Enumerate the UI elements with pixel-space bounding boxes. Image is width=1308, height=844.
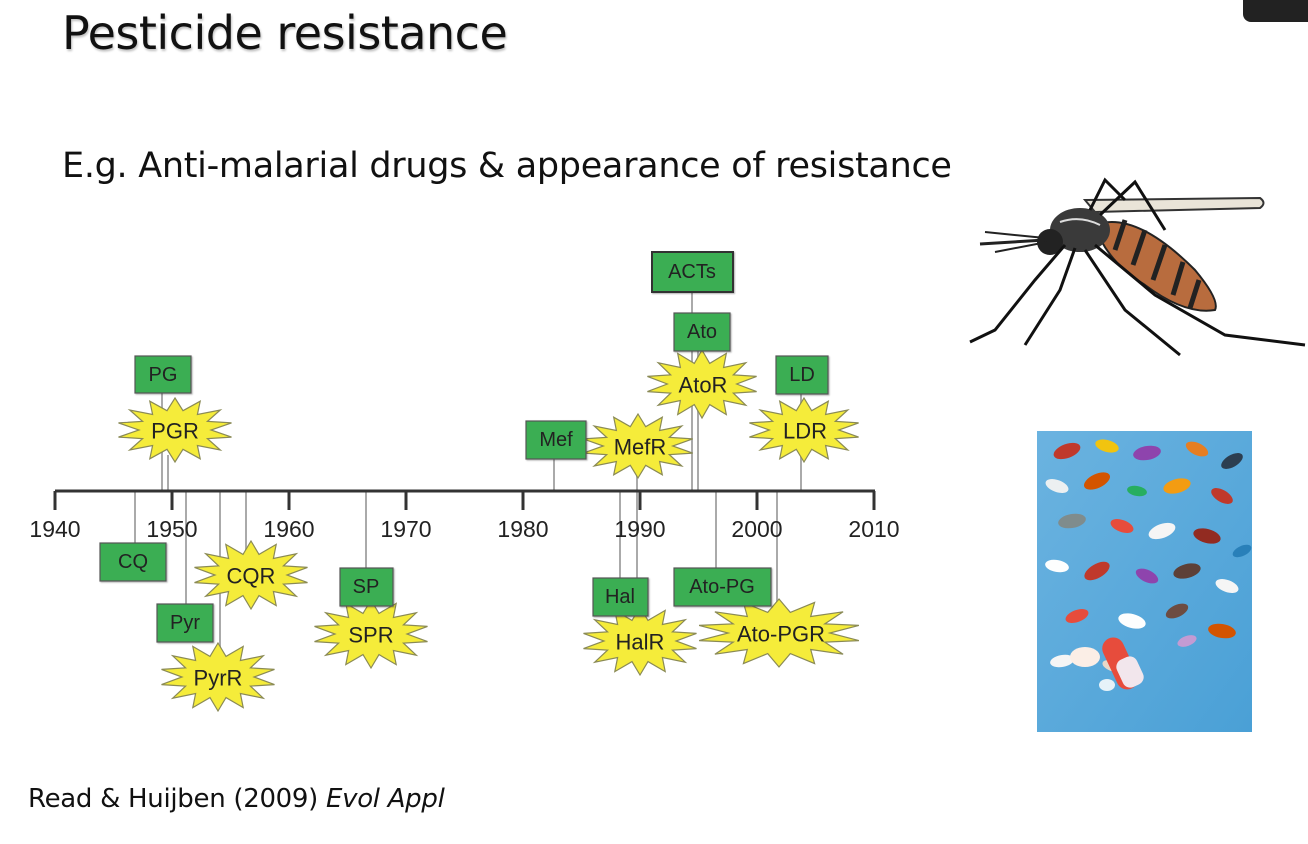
starburst-ato-pgr <box>698 598 860 668</box>
resistance-label-cqr: CQR <box>227 564 276 589</box>
resistance-label-ator: AtoR <box>679 373 728 398</box>
drug-label-mef: Mef <box>539 429 573 451</box>
drug-box-pg <box>134 355 192 394</box>
speaker-thumbnail <box>1243 0 1308 22</box>
starburst-halr <box>583 605 697 677</box>
resistance-label-mefr: MefR <box>614 435 667 460</box>
starburst-ator <box>647 348 757 420</box>
year-label: 1990 <box>614 516 665 542</box>
drug-box-sp <box>339 567 394 607</box>
citation-authors: Read & Huijben (2009) <box>28 784 326 814</box>
year-label: 1980 <box>497 516 548 542</box>
mosquito-wing <box>1082 196 1265 214</box>
resistance-label-ldr: LDR <box>783 419 827 444</box>
resistance-label-halr: HalR <box>616 630 665 655</box>
mosquito-thorax <box>1050 208 1110 252</box>
pills-photo <box>1037 431 1252 732</box>
drug-box-cq <box>99 542 167 582</box>
drug-label-ato-pg: Ato-PG <box>689 576 755 598</box>
drug-box-ato-pg <box>673 567 772 607</box>
resistance-timeline: 1940 1950 1960 1970 1980 1990 2000 2010 <box>29 251 900 713</box>
starburst-cqr <box>194 539 308 611</box>
resistance-starbursts <box>118 348 860 713</box>
mosquito-head <box>1037 229 1063 255</box>
mosquito-thorax-pattern <box>1059 218 1101 226</box>
year-label: 1950 <box>146 516 197 542</box>
starburst-mefr <box>583 412 693 480</box>
mosquito-antennae <box>984 231 1048 253</box>
mosquito-illustration <box>969 177 1306 357</box>
year-axis: 1940 1950 1960 1970 1980 1990 2000 2010 <box>29 489 900 542</box>
pills-group <box>1045 439 1252 691</box>
citation: Read & Huijben (2009) Evol Appl <box>28 784 445 814</box>
drug-label-acts: ACTs <box>668 261 716 283</box>
resistance-label-pyrr: PyrR <box>194 666 243 691</box>
year-label: 1960 <box>263 516 314 542</box>
drug-label-ato: Ato <box>687 321 717 343</box>
drug-box-hal <box>592 577 649 617</box>
starburst-pyrr <box>161 641 275 713</box>
year-label: 2000 <box>731 516 782 542</box>
slide-title: Pesticide resistance <box>62 6 508 60</box>
drug-box-mef <box>525 420 587 460</box>
mosquito-legs <box>969 177 1306 357</box>
starburst-spr <box>314 598 428 670</box>
drug-label-cq: CQ <box>118 551 148 573</box>
year-label: 1970 <box>380 516 431 542</box>
mosquito-abdomen-stripes <box>1112 219 1202 309</box>
drug-box-ato <box>673 312 731 352</box>
drug-label-ld: LD <box>789 364 815 386</box>
mosquito-proboscis <box>979 238 1046 246</box>
starburst-pgr <box>118 396 232 464</box>
drug-box-acts <box>651 251 734 293</box>
resistance-label-pgr: PGR <box>151 419 199 444</box>
starburst-ldr <box>749 396 859 464</box>
citation-journal: Evol Appl <box>325 784 445 814</box>
drug-label-pyr: Pyr <box>170 612 200 634</box>
slide-subtitle: E.g. Anti-malarial drugs & appearance of… <box>62 146 952 186</box>
drug-label-sp: SP <box>353 576 380 598</box>
drug-box-pyr <box>156 603 214 643</box>
drug-label-pg: PG <box>149 364 178 386</box>
drug-label-hal: Hal <box>605 586 635 608</box>
resistance-label-ato-pgr: Ato-PGR <box>737 622 825 647</box>
year-label: 1940 <box>29 516 80 542</box>
year-label: 2010 <box>848 516 899 542</box>
resistance-label-spr: SPR <box>348 623 393 648</box>
drug-boxes <box>99 251 829 643</box>
drug-box-ld <box>775 355 829 395</box>
